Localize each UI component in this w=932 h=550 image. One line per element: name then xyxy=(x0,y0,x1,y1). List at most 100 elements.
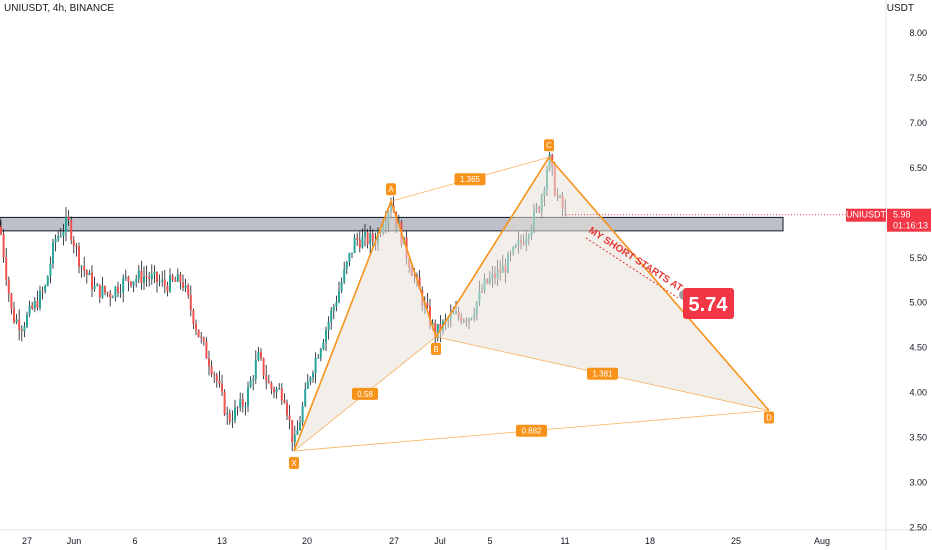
symbol-tag-label: UNIUSDT xyxy=(846,210,887,220)
candle-body xyxy=(283,399,286,403)
candle-body xyxy=(197,329,200,337)
candle-body xyxy=(109,293,112,298)
candle-body xyxy=(260,351,262,359)
pattern-point-marker xyxy=(386,183,396,196)
candle-body xyxy=(70,219,73,241)
candle-body xyxy=(33,300,36,309)
candle-body xyxy=(0,226,2,235)
ratio-marker xyxy=(516,424,547,437)
candle-body xyxy=(231,420,234,422)
candle-body xyxy=(215,375,218,381)
candle-body xyxy=(228,413,231,422)
candle-body xyxy=(153,272,156,275)
candle-body xyxy=(327,321,330,331)
candle-body xyxy=(286,402,288,416)
candle-body xyxy=(353,237,356,253)
candle-body xyxy=(434,322,437,339)
candle-body xyxy=(189,295,192,311)
candle-body xyxy=(439,323,442,332)
candle-body xyxy=(200,336,203,338)
price-axis-value: 5.98 xyxy=(893,210,911,220)
candle-body xyxy=(278,388,281,390)
candle-body xyxy=(351,252,353,254)
x-tick-label: 11 xyxy=(560,536,569,546)
candle-body xyxy=(187,285,190,296)
candle-body xyxy=(296,430,299,435)
candle-body xyxy=(122,278,125,293)
candle-body xyxy=(234,407,236,421)
candle-body xyxy=(369,233,372,245)
candle-body xyxy=(416,275,418,278)
candle-body xyxy=(338,290,340,303)
ratio-marker xyxy=(587,367,618,380)
ratio-marker xyxy=(454,173,486,186)
candle-body xyxy=(158,281,161,283)
candle-body xyxy=(247,387,249,407)
candle-body xyxy=(135,278,138,282)
candle-body xyxy=(2,234,5,258)
candle-body xyxy=(18,319,21,330)
candle-body xyxy=(254,360,257,380)
candle-body xyxy=(221,383,223,392)
x-tick-label: 5 xyxy=(487,536,492,546)
candle-body xyxy=(312,373,314,378)
candle-body xyxy=(252,379,255,381)
candle-body xyxy=(288,415,291,420)
candle-body xyxy=(75,246,78,248)
candle-body xyxy=(358,239,361,248)
ratio-label: 0.882 xyxy=(521,427,542,436)
pattern-point-label: A xyxy=(388,185,394,194)
candle-body xyxy=(83,266,86,271)
candle-body xyxy=(317,357,320,359)
candle-body xyxy=(226,413,229,415)
candle-body xyxy=(156,272,158,283)
candle-body xyxy=(98,284,101,298)
ratio-marker xyxy=(352,387,378,400)
candle-body xyxy=(299,422,301,431)
pattern-point-marker xyxy=(544,139,554,152)
candle-body xyxy=(80,266,83,268)
candle-body xyxy=(249,380,252,388)
candle-body xyxy=(54,239,57,243)
candle-body xyxy=(343,269,346,283)
candle-body xyxy=(236,407,239,409)
candle-body xyxy=(213,374,216,376)
x-tick-label: Jul xyxy=(434,536,446,546)
candle-body xyxy=(23,326,26,332)
candle-body xyxy=(44,285,47,292)
y-tick-label: 4.00 xyxy=(909,388,927,398)
candle-body xyxy=(39,290,41,308)
candle-body xyxy=(223,391,226,415)
candle-body xyxy=(273,389,275,393)
price-axis-countdown: 01:16:13 xyxy=(893,221,928,231)
y-tick-label: 3.50 xyxy=(909,432,927,442)
candle-body xyxy=(163,279,166,286)
candle-body xyxy=(106,292,109,294)
y-tick-label: 2.50 xyxy=(909,522,927,532)
y-tick-label: 7.00 xyxy=(909,118,927,128)
candle-body xyxy=(309,377,312,382)
candle-body xyxy=(325,330,327,343)
candle-body xyxy=(304,388,307,406)
candle-body xyxy=(26,314,28,327)
candle-body xyxy=(202,337,205,342)
target-price-box xyxy=(683,288,734,319)
candle-body xyxy=(366,232,369,245)
candle-body xyxy=(41,290,44,292)
candle-body xyxy=(314,357,317,374)
candle-body xyxy=(101,286,104,298)
y-tick-label: 7.50 xyxy=(909,73,927,83)
symbol-title[interactable]: UNIUSDT, 4h, BINANCE xyxy=(4,3,115,14)
candle-body xyxy=(46,276,49,286)
candle-body xyxy=(182,282,184,288)
candle-body xyxy=(270,383,273,390)
candle-body xyxy=(345,261,348,270)
candle-body xyxy=(20,329,23,332)
candle-body xyxy=(49,263,52,277)
candle-body xyxy=(436,323,439,339)
candle-body xyxy=(67,217,70,220)
candle-body xyxy=(335,302,338,307)
candle-body xyxy=(150,274,153,280)
